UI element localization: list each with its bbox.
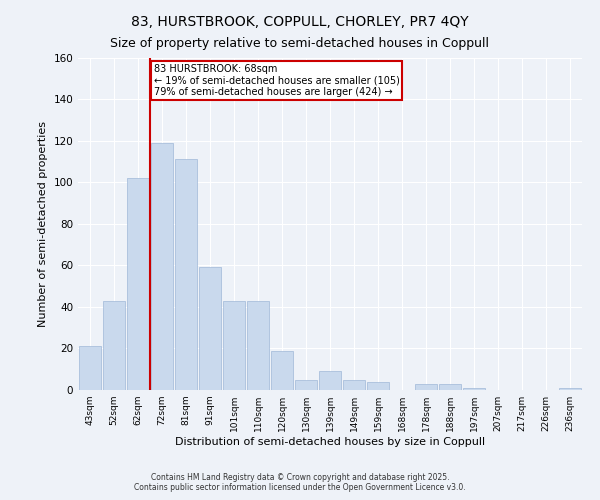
Bar [439, 384, 461, 390]
Bar [247, 300, 269, 390]
Text: 83 HURSTBROOK: 68sqm
← 19% of semi-detached houses are smaller (105)
79% of semi: 83 HURSTBROOK: 68sqm ← 19% of semi-detac… [154, 64, 400, 97]
Bar [103, 300, 125, 390]
Bar [271, 350, 293, 390]
Bar [367, 382, 389, 390]
X-axis label: Distribution of semi-detached houses by size in Coppull: Distribution of semi-detached houses by … [175, 437, 485, 447]
Bar [223, 300, 245, 390]
Bar [175, 160, 197, 390]
Bar [199, 268, 221, 390]
Bar [463, 388, 485, 390]
Text: Size of property relative to semi-detached houses in Coppull: Size of property relative to semi-detach… [110, 38, 490, 51]
Bar [79, 346, 101, 390]
Bar [319, 372, 341, 390]
Text: 83, HURSTBROOK, COPPULL, CHORLEY, PR7 4QY: 83, HURSTBROOK, COPPULL, CHORLEY, PR7 4Q… [131, 15, 469, 29]
Bar [295, 380, 317, 390]
Text: Contains HM Land Registry data © Crown copyright and database right 2025.
Contai: Contains HM Land Registry data © Crown c… [134, 473, 466, 492]
Bar [559, 388, 581, 390]
Bar [343, 380, 365, 390]
Bar [151, 142, 173, 390]
Y-axis label: Number of semi-detached properties: Number of semi-detached properties [38, 120, 48, 327]
Bar [127, 178, 149, 390]
Bar [415, 384, 437, 390]
